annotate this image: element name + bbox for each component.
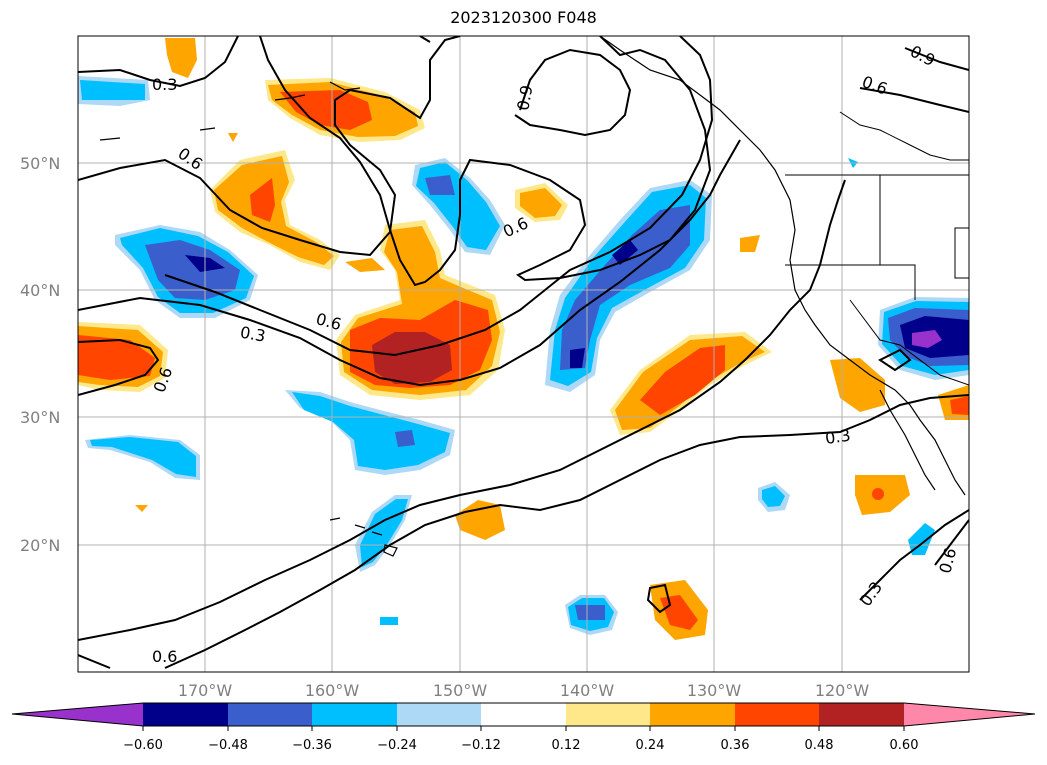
lon-label: 150°W bbox=[433, 681, 488, 700]
colorbar-segment bbox=[397, 703, 481, 726]
map-title: 2023120300 F048 bbox=[450, 8, 597, 27]
lon-label: 120°W bbox=[815, 681, 870, 700]
colorbar-segment bbox=[481, 703, 566, 726]
colorbar-segment bbox=[143, 703, 228, 726]
contour-label: 0.6 bbox=[152, 647, 177, 666]
grid-lines bbox=[78, 36, 969, 672]
shaded-anomalies bbox=[78, 38, 969, 640]
colorbar-segment bbox=[819, 703, 904, 726]
colorbar-segment bbox=[735, 703, 819, 726]
contour-label: 0.3 bbox=[824, 426, 852, 448]
map-plot-area: 0.3 0.6 0.9 0.6 0.6 0.3 0.6 0.3 0.3 0.6 … bbox=[78, 36, 969, 672]
colorbar-tick-label: −0.12 bbox=[461, 738, 501, 753]
colorbar-tick-label: −0.24 bbox=[377, 738, 417, 753]
colorbar-segment bbox=[650, 703, 735, 726]
contour-label: 0.6 bbox=[500, 213, 531, 241]
colorbar-tick-label: 0.60 bbox=[890, 738, 919, 753]
lat-label: 20°N bbox=[20, 536, 60, 555]
contour-label: 0.6 bbox=[860, 72, 890, 99]
colorbar-tick-label: 0.24 bbox=[636, 738, 665, 753]
colorbar-extend-low bbox=[12, 703, 143, 726]
contour-label: 0.6 bbox=[314, 309, 344, 334]
longitude-labels: 170°W 160°W 150°W 140°W 130°W 120°W bbox=[178, 681, 870, 700]
colorbar-segment bbox=[566, 703, 650, 726]
contour-label-group: 0.3 0.6 0.9 0.6 0.6 0.3 0.6 0.3 0.3 0.6 … bbox=[150, 41, 961, 666]
colorbar-tick-label: 0.36 bbox=[721, 738, 750, 753]
contour-label: 0.3 bbox=[152, 75, 177, 94]
colorbar-tick-label: −0.48 bbox=[208, 738, 248, 753]
colorbar-segment bbox=[312, 703, 397, 726]
colorbar-ticks bbox=[142, 726, 905, 731]
lon-label: 130°W bbox=[687, 681, 742, 700]
contour-label: 0.9 bbox=[907, 41, 938, 70]
contour-label: 0.6 bbox=[174, 144, 206, 174]
lon-label: 170°W bbox=[178, 681, 233, 700]
colorbar-segment bbox=[228, 703, 312, 726]
lat-label: 40°N bbox=[20, 281, 60, 300]
colorbar-tick-label: 0.12 bbox=[552, 738, 581, 753]
colorbar-extend-high bbox=[904, 703, 1035, 726]
colorbar-tick-labels: −0.60 −0.48 −0.36 −0.24 −0.12 0.12 0.24 … bbox=[123, 738, 918, 753]
coastlines bbox=[99, 36, 966, 496]
latitude-labels: 50°N 40°N 30°N 20°N bbox=[20, 154, 60, 555]
borders bbox=[785, 111, 969, 386]
lon-label: 160°W bbox=[305, 681, 360, 700]
lat-label: 30°N bbox=[20, 408, 60, 427]
map-frame bbox=[77, 35, 970, 673]
contour-lines bbox=[78, 36, 969, 669]
colorbar: −0.60 −0.48 −0.36 −0.24 −0.12 0.12 0.24 … bbox=[11, 702, 1036, 753]
contour-label: 0.3 bbox=[856, 578, 886, 610]
lat-label: 50°N bbox=[20, 154, 60, 173]
contour-label: 0.3 bbox=[239, 323, 267, 346]
contour-label: 0.6 bbox=[935, 546, 960, 576]
colorbar-tick-label: −0.60 bbox=[123, 738, 163, 753]
lon-label: 140°W bbox=[560, 681, 615, 700]
colorbar-tick-label: 0.48 bbox=[805, 738, 834, 753]
colorbar-tick-label: −0.36 bbox=[292, 738, 332, 753]
contour-label: 0.9 bbox=[513, 84, 536, 112]
